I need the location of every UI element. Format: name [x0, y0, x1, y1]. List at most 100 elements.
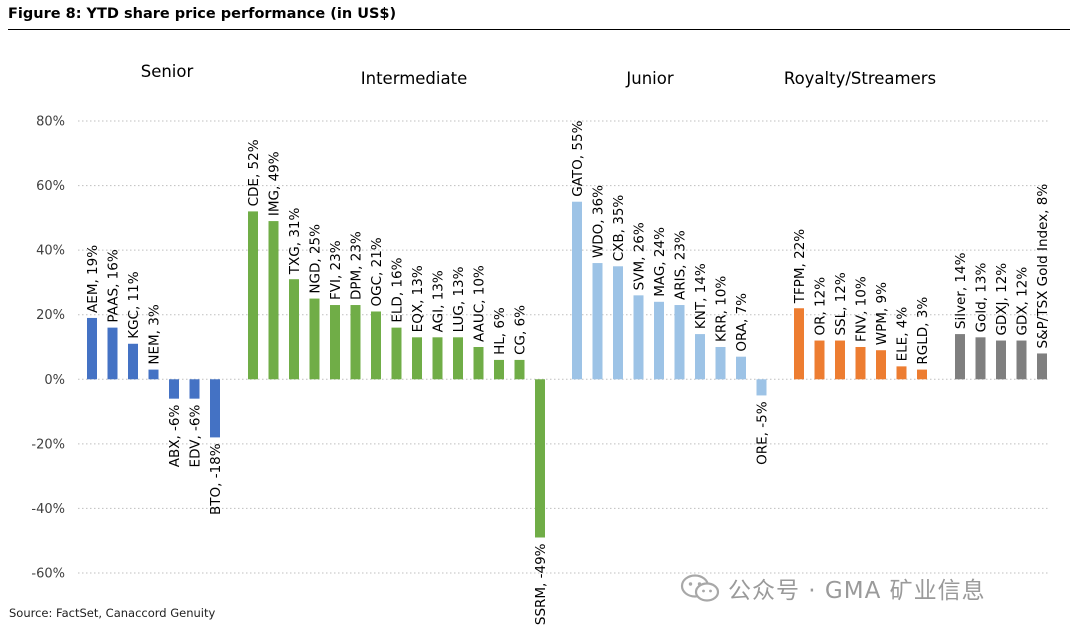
- bar-label: OR, 12%: [813, 277, 829, 336]
- bar-label: GDXJ, 12%: [994, 263, 1010, 336]
- bar: [955, 334, 965, 380]
- bar: [371, 311, 381, 380]
- bar-label: KNT, 14%: [693, 263, 709, 329]
- bar-label: EQX, 13%: [410, 265, 426, 332]
- bar: [695, 334, 705, 380]
- bar: [835, 340, 845, 380]
- bar: [814, 340, 825, 380]
- bar-label: OGC, 21%: [369, 237, 385, 306]
- y-tick-label: 40%: [36, 244, 65, 259]
- bar-label: SSRM, -49%: [533, 543, 549, 625]
- y-tick-label: 20%: [36, 308, 65, 323]
- bar: [1016, 340, 1027, 380]
- bar-label: AGI, 13%: [431, 270, 447, 332]
- group-header: Intermediate: [361, 69, 467, 88]
- bar: [169, 379, 179, 399]
- bar-label: ORE, -5%: [755, 401, 771, 465]
- y-tick-label: 80%: [36, 115, 65, 130]
- watermark: 公众号 · GMA 矿业信息: [680, 571, 986, 605]
- bar: [268, 221, 279, 380]
- bar-label: ELD, 16%: [390, 257, 406, 322]
- bar: [654, 301, 664, 380]
- bar: [189, 379, 200, 399]
- bar: [535, 379, 545, 538]
- bar-label: AEM, 19%: [85, 245, 101, 313]
- bar: [453, 337, 463, 380]
- y-tick-label: -40%: [31, 502, 65, 517]
- bar: [633, 295, 644, 380]
- bar: [896, 366, 907, 380]
- bar-label: CG, 6%: [513, 305, 529, 355]
- y-tick-label: -60%: [31, 567, 65, 582]
- bar: [736, 356, 746, 380]
- bar: [107, 327, 118, 380]
- bar: [1037, 353, 1047, 380]
- bar: [128, 343, 138, 380]
- bar: [432, 337, 443, 380]
- bar: [309, 298, 320, 380]
- bar-label: ELE, 4%: [895, 307, 911, 362]
- bar-label: SSL, 12%: [833, 272, 849, 335]
- bar: [148, 369, 159, 380]
- figure-title: Figure 8: YTD share price performance (i…: [8, 6, 397, 22]
- y-tick-label: 60%: [36, 179, 65, 194]
- bar-label: RGLD, 3%: [915, 297, 931, 365]
- y-tick-label: 0%: [44, 373, 65, 388]
- bar: [794, 308, 804, 380]
- bar: [330, 305, 340, 380]
- watermark-text: 公众号 · GMA 矿业信息: [728, 578, 986, 604]
- bar-label: NEM, 3%: [147, 304, 163, 364]
- bar-label: EDV, -6%: [188, 404, 204, 467]
- y-tick-label: -20%: [31, 437, 65, 452]
- title-rule: [8, 29, 1070, 30]
- bar: [876, 350, 886, 380]
- bar-label: ARIS, 23%: [673, 230, 689, 300]
- bar: [210, 379, 220, 438]
- bar: [473, 347, 484, 380]
- bar: [613, 266, 623, 380]
- bar-label: WDO, 36%: [591, 185, 607, 258]
- bar: [592, 263, 603, 380]
- bar-label: ABX, -6%: [167, 404, 183, 467]
- bar-label: HL, 6%: [492, 307, 508, 355]
- group-header: Royalty/Streamers: [784, 69, 936, 88]
- bar-label: IMG, 49%: [267, 151, 283, 216]
- bar: [572, 201, 582, 380]
- bar: [412, 337, 422, 380]
- bar: [248, 211, 258, 380]
- bar-label: BTO, -18%: [208, 443, 224, 515]
- bar: [494, 359, 504, 380]
- bar: [917, 369, 927, 380]
- bar-label: S&P/TSX Gold Index, 8%: [1035, 184, 1051, 349]
- bar-label: Silver, 14%: [953, 252, 969, 329]
- bar: [855, 347, 866, 380]
- bar-label: GDX, 12%: [1015, 267, 1031, 336]
- bar-label: SVM, 26%: [632, 222, 648, 290]
- bar-label: Gold, 13%: [974, 263, 990, 333]
- bar-label: TXG, 31%: [287, 207, 303, 275]
- bar: [350, 305, 361, 380]
- group-header: Senior: [141, 62, 194, 81]
- bar-label: CXB, 35%: [611, 195, 627, 262]
- bar: [975, 337, 986, 380]
- bar: [674, 305, 685, 380]
- bar-label: AAUC, 10%: [472, 265, 488, 342]
- bar-label: FVI, 23%: [328, 240, 344, 300]
- wechat-icon: [680, 574, 720, 602]
- bar-label: TFPM, 22%: [792, 229, 808, 305]
- bar-label: KGC, 11%: [126, 271, 142, 339]
- bar: [996, 340, 1006, 380]
- group-header: Junior: [625, 69, 673, 88]
- bar-label: KRR, 10%: [714, 276, 730, 342]
- bar-label: LUG, 13%: [451, 266, 467, 332]
- bar-label: PAAS, 16%: [106, 249, 122, 322]
- bar-label: ORA, 7%: [734, 293, 750, 352]
- bar: [289, 279, 299, 380]
- bar: [391, 327, 402, 380]
- bar-label: CDE, 52%: [246, 139, 262, 206]
- bar-label: GATO, 55%: [570, 120, 586, 196]
- bar: [87, 317, 97, 380]
- bar-label: FNV, 10%: [854, 276, 870, 342]
- bar: [715, 347, 726, 380]
